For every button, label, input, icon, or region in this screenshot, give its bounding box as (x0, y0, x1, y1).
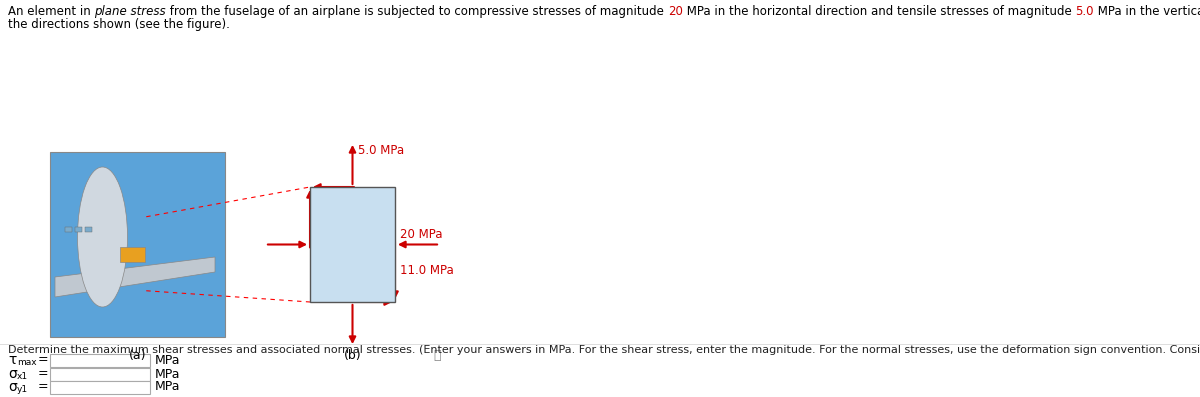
Text: 5.0 MPa: 5.0 MPa (358, 144, 403, 157)
Text: (b): (b) (343, 349, 361, 362)
Bar (50, 368, 150, 380)
Text: the directions shown (see the figure).: the directions shown (see the figure). (8, 18, 230, 31)
Text: max: max (17, 358, 37, 367)
Text: MPa in the horizontal direction and tensile stresses of magnitude: MPa in the horizontal direction and tens… (683, 5, 1075, 18)
Bar (50, 353, 150, 366)
Text: ⓘ: ⓘ (433, 349, 442, 362)
Text: MPa: MPa (155, 353, 180, 366)
Text: MPa: MPa (155, 380, 180, 393)
Text: x1: x1 (17, 372, 28, 381)
Bar (50, 152, 226, 337)
Text: MPa: MPa (155, 368, 180, 380)
Text: 5.0: 5.0 (1075, 5, 1093, 18)
Text: σ: σ (8, 367, 17, 381)
Bar (74, 227, 82, 232)
Text: (a): (a) (128, 349, 146, 362)
Text: plane stress: plane stress (95, 5, 166, 18)
Text: 11.0 MPa: 11.0 MPa (400, 264, 454, 278)
Bar (65, 227, 72, 232)
Text: 20 MPa: 20 MPa (400, 229, 443, 241)
Text: =: = (38, 353, 49, 366)
Text: 20: 20 (667, 5, 683, 18)
Bar (120, 247, 145, 262)
Text: from the fuselage of an airplane is subjected to compressive stresses of magnitu: from the fuselage of an airplane is subj… (166, 5, 667, 18)
Text: =: = (38, 368, 49, 380)
Text: y1: y1 (17, 385, 28, 394)
Text: τ: τ (8, 353, 17, 367)
Text: Determine the maximum shear stresses and associated normal stresses. (Enter your: Determine the maximum shear stresses and… (8, 345, 1200, 355)
Bar (85, 227, 92, 232)
Ellipse shape (78, 167, 127, 307)
Text: An element in: An element in (8, 5, 95, 18)
Text: MPa in the vertical direction. Also, shear stresses of magnitude: MPa in the vertical direction. Also, she… (1093, 5, 1200, 18)
Bar (310, 187, 395, 302)
Text: =: = (38, 380, 49, 393)
Polygon shape (55, 257, 215, 297)
Text: σ: σ (8, 380, 17, 394)
Bar (50, 380, 150, 393)
